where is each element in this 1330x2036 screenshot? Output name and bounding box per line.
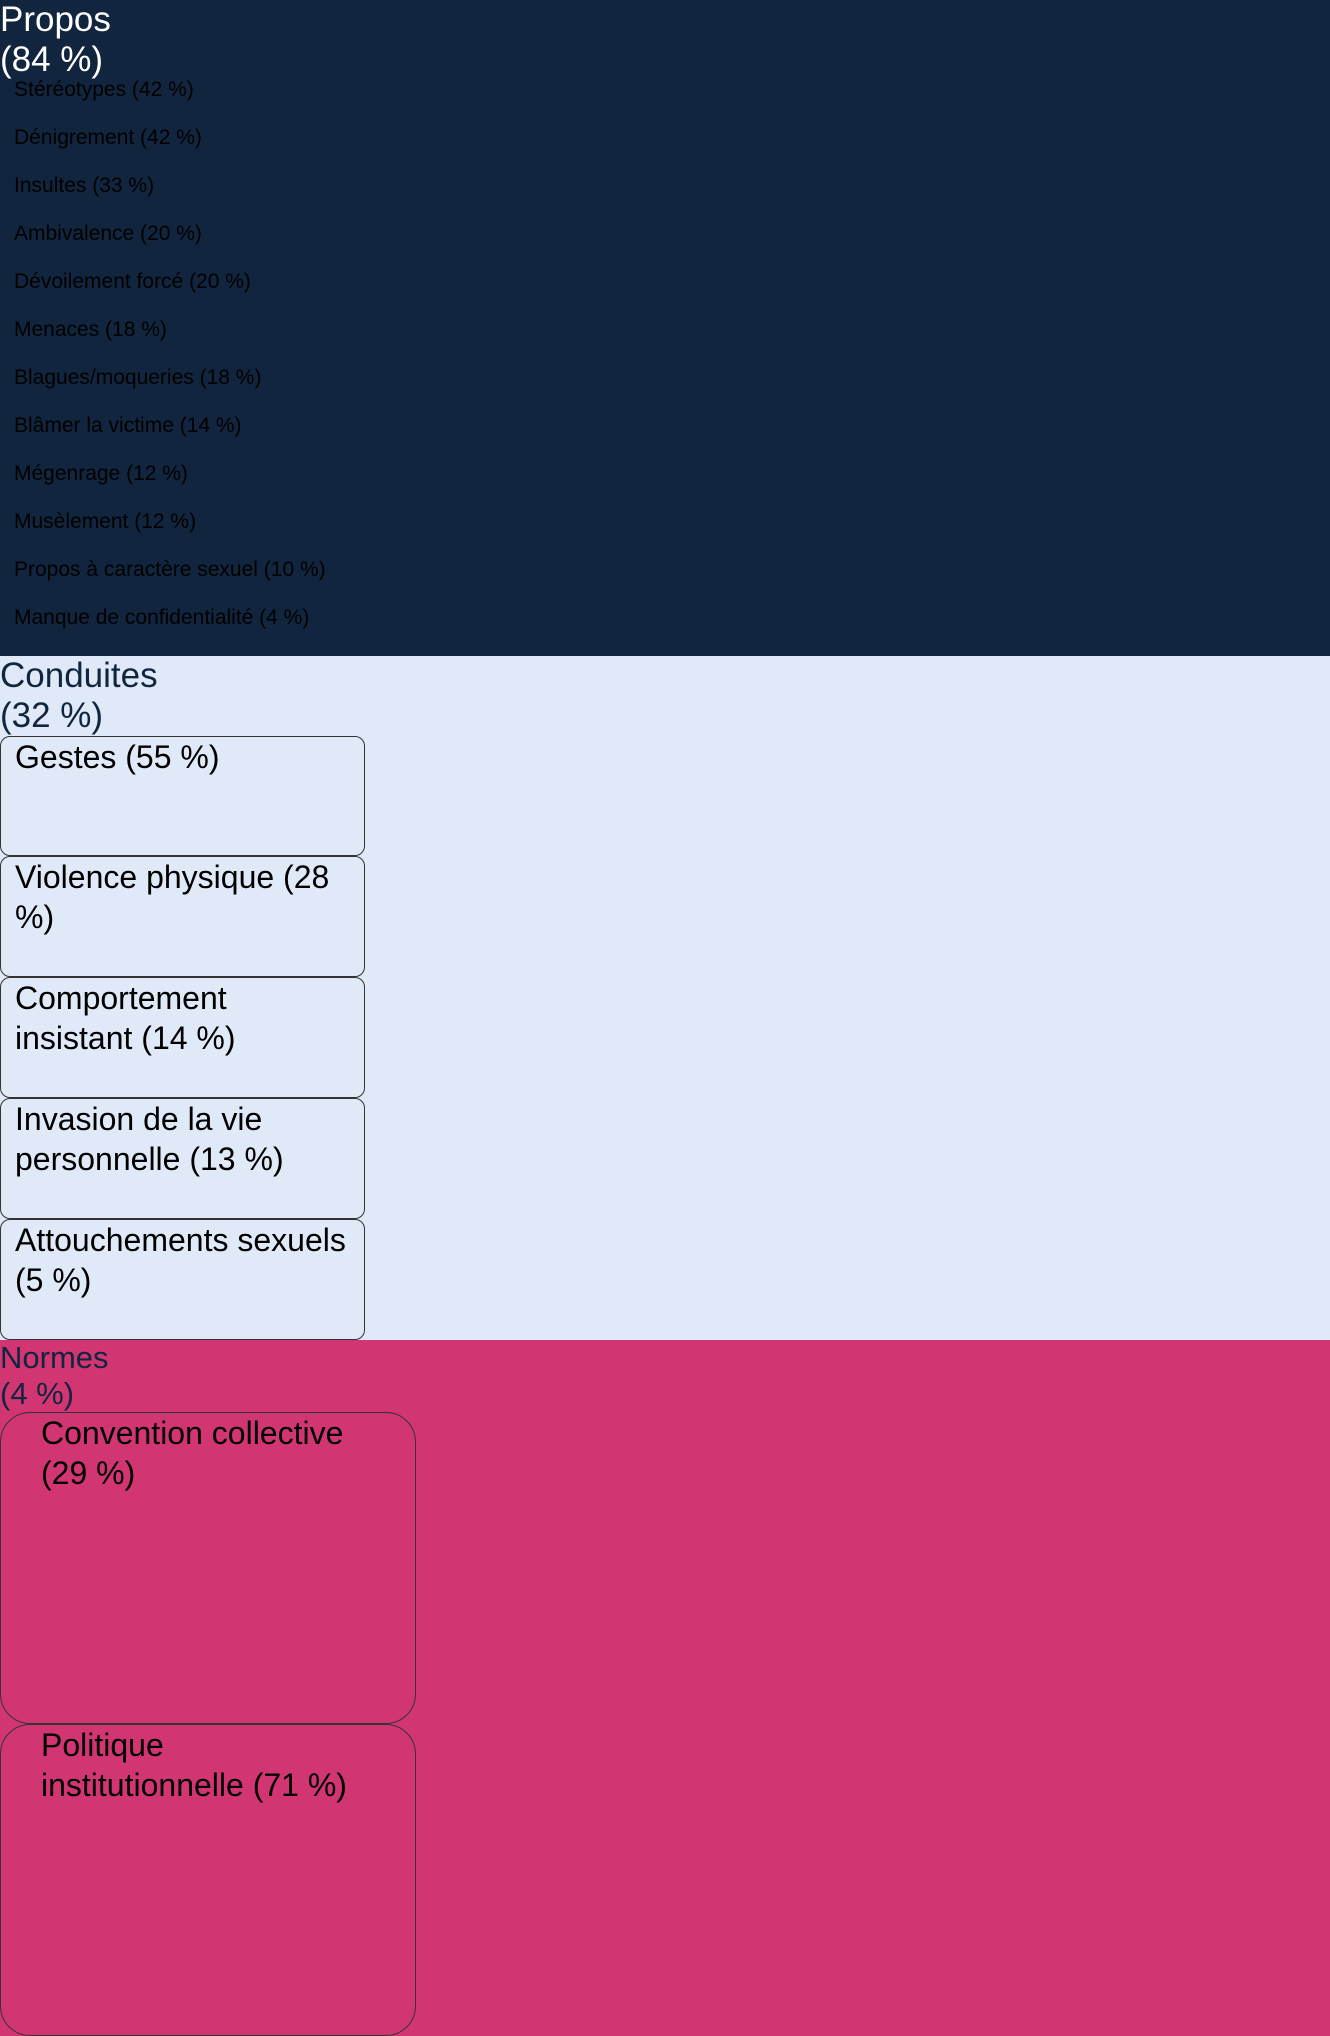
category-label: Blâmer la victime (14 %) — [14, 414, 242, 437]
category-label: Stéréotypes (42 %) — [14, 78, 194, 101]
column-panel: Normes (4 %) Convention collective (29 %) P… — [0, 1340, 1330, 2036]
category-label: Propos à caractère sexuel (10 %) — [14, 558, 326, 581]
column-heading: Propos (84 %) — [0, 0, 1330, 80]
category-label: Dénigrement (42 %) — [14, 126, 202, 149]
category-box: Blagues/moqueries (18 %) — [0, 366, 363, 416]
category-label: Gestes (55 %) — [15, 739, 220, 775]
category-label: Invasion de la vie personnelle (13 %) — [15, 1101, 284, 1177]
column-share: (4 %) — [0, 1376, 75, 1411]
category-box: Attouchements sexuels (5 %) — [0, 1219, 365, 1340]
category-label: Comportement insistant (14 %) — [15, 980, 236, 1056]
category-box: Musèlement (12 %) — [0, 510, 363, 560]
category-label: Violence physique (28 %) — [15, 859, 330, 935]
category-label: Insultes (33 %) — [14, 174, 155, 197]
category-label: Attouchements sexuels (5 %) — [15, 1222, 346, 1298]
column-share: (84 %) — [0, 40, 104, 79]
category-box: Stéréotypes (42 %) — [0, 78, 363, 128]
category-box: Violence physique (28 %) — [0, 856, 365, 977]
category-label: Musèlement (12 %) — [14, 510, 197, 533]
category-box: Mégenrage (12 %) — [0, 462, 363, 512]
column-title: Normes — [0, 1340, 109, 1375]
column-panel: Conduites (32 %) Gestes (55 %) Violence phy… — [0, 656, 1330, 1340]
column-heading: Normes (4 %) — [0, 1340, 1330, 1412]
category-box: Dénigrement (42 %) — [0, 126, 363, 176]
category-box: Comportement insistant (14 %) — [0, 977, 365, 1098]
column-title: Conduites — [0, 656, 158, 695]
category-label: Blagues/moqueries (18 %) — [14, 366, 262, 389]
category-box: Dévoilement forcé (20 %) — [0, 270, 363, 320]
column-panel: Propos (84 %) Stéréotypes (42 %) Dénigremen… — [0, 0, 1330, 656]
column-share: (32 %) — [0, 696, 104, 735]
category-label: Dévoilement forcé (20 %) — [14, 270, 251, 293]
category-box: Menaces (18 %) — [0, 318, 363, 368]
category-label: Mégenrage (12 %) — [14, 462, 188, 485]
category-box: Manque de confidentialité (4 %) — [0, 606, 363, 656]
category-box: Insultes (33 %) — [0, 174, 363, 224]
category-label: Politique institutionnelle (71 %) — [41, 1727, 347, 1803]
category-box: Convention collective (29 %) — [0, 1412, 416, 1724]
category-box: Invasion de la vie personnelle (13 %) — [0, 1098, 365, 1219]
column-heading: Conduites (32 %) — [0, 656, 1330, 736]
category-label: Ambivalence (20 %) — [14, 222, 202, 245]
category-label: Menaces (18 %) — [14, 318, 167, 341]
category-box: Propos à caractère sexuel (10 %) — [0, 558, 363, 608]
category-label: Convention collective (29 %) — [41, 1415, 344, 1491]
category-box: Blâmer la victime (14 %) — [0, 414, 363, 464]
category-box: Politique institutionnelle (71 %) — [0, 1724, 416, 2036]
category-box: Gestes (55 %) — [0, 736, 365, 856]
column-title: Propos — [0, 0, 111, 39]
category-label: Manque de confidentialité (4 %) — [14, 606, 310, 629]
category-box: Ambivalence (20 %) — [0, 222, 363, 272]
